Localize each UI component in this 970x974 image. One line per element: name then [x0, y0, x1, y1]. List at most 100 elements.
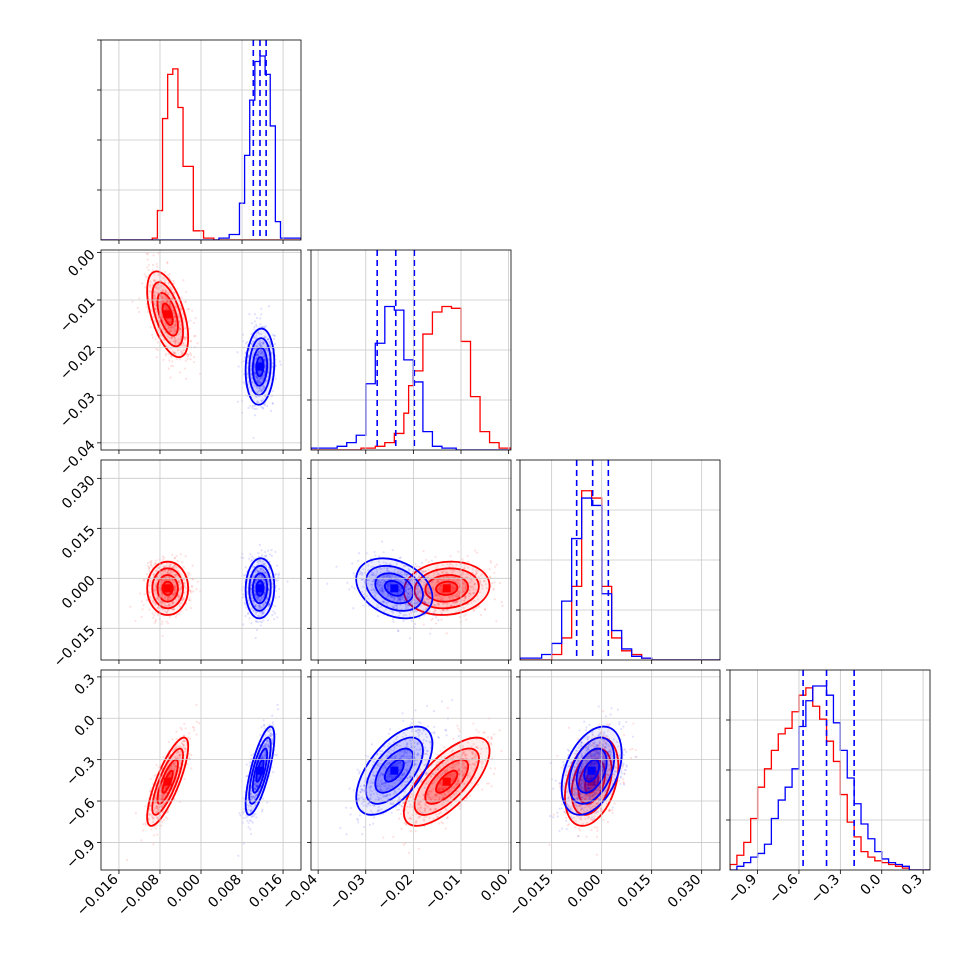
scatter-point [499, 582, 501, 584]
scatter-point [354, 587, 356, 589]
scatter-point [453, 600, 455, 602]
scatter-point [409, 637, 411, 639]
scatter-point [173, 282, 175, 284]
scatter-point [489, 568, 491, 570]
scatter-point [140, 839, 142, 841]
scatter-point [251, 556, 253, 558]
scatter-point [463, 615, 465, 617]
scatter-point [245, 606, 247, 608]
scatter-point [197, 581, 199, 583]
scatter-point [152, 843, 154, 845]
scatter-point [457, 551, 459, 553]
panel-1-0 [131, 252, 281, 439]
scatter-point [147, 253, 149, 255]
scatter-point [196, 342, 198, 344]
scatter-point [411, 620, 413, 622]
scatter-point [138, 297, 140, 299]
scatter-point [151, 334, 153, 336]
scatter-point [255, 637, 257, 639]
scatter-point [190, 754, 192, 756]
scatter-point [146, 599, 148, 601]
scatter-point [272, 610, 274, 612]
scatter-point [185, 291, 187, 293]
scatter-point [184, 300, 186, 302]
scatter-point [155, 764, 157, 766]
scatter-point [280, 363, 282, 365]
scatter-point [272, 334, 274, 336]
scatter-point [335, 566, 337, 568]
scatter-point [139, 592, 141, 594]
scatter-point [155, 559, 157, 561]
scatter-point [156, 824, 158, 826]
scatter-point [448, 583, 450, 585]
scatter-point [430, 619, 432, 621]
scatter-point [165, 816, 167, 818]
scatter-point [259, 323, 261, 325]
scatter-point [326, 583, 328, 585]
scatter-point [434, 556, 436, 558]
scatter-point [150, 778, 152, 780]
corner-plot-svg: −0.04−0.03−0.02−0.010.00−0.0150.0000.015… [0, 0, 970, 970]
scatter-point [473, 610, 475, 612]
scatter-point [151, 612, 153, 614]
scatter-point [272, 771, 274, 773]
scatter-point [489, 560, 491, 562]
scatter-point [243, 360, 245, 362]
scatter-point [392, 620, 394, 622]
scatter-point [189, 319, 191, 321]
scatter-point [244, 603, 246, 605]
scatter-point [252, 407, 254, 409]
scatter-point [190, 767, 192, 769]
scatter-point [148, 608, 150, 610]
y-tick-label: −0.04 [57, 437, 99, 479]
scatter-point [271, 555, 273, 557]
scatter-point [244, 573, 246, 575]
scatter-point [191, 310, 193, 312]
scatter-point [168, 368, 170, 370]
scatter-point [275, 596, 277, 598]
scatter-point [348, 588, 350, 590]
scatter-point [275, 585, 277, 587]
y-tick-label: 0.015 [59, 523, 99, 563]
scatter-point [414, 623, 416, 625]
scatter-point [286, 580, 288, 582]
scatter-point [155, 338, 157, 340]
scatter-point [249, 617, 251, 619]
scatter-point [392, 618, 394, 620]
scatter-point [423, 623, 425, 625]
scatter-point [184, 555, 186, 557]
scatter-point [156, 263, 158, 265]
scatter-point [172, 365, 174, 367]
scatter-point [194, 317, 196, 319]
scatter-point [276, 616, 278, 618]
scatter-point [169, 616, 171, 618]
scatter-point [193, 729, 195, 731]
scatter-point [155, 828, 157, 830]
scatter-point [493, 572, 495, 574]
y-tick-label: 0.00 [65, 247, 98, 280]
scatter-point [494, 598, 496, 600]
scatter-point [358, 552, 360, 554]
scatter-point [154, 612, 156, 614]
scatter-point [152, 269, 154, 271]
scatter-point [187, 572, 189, 574]
scatter-point [245, 566, 247, 568]
scatter-point [496, 564, 498, 566]
scatter-point [276, 565, 278, 567]
scatter-point [155, 348, 157, 350]
scatter-point [262, 619, 264, 621]
scatter-point [260, 406, 262, 408]
scatter-point [374, 555, 376, 557]
scatter-point [273, 335, 275, 337]
panel-2-1-frame [311, 460, 511, 660]
scatter-point [252, 437, 254, 439]
scatter-point [461, 558, 463, 560]
scatter-point [449, 555, 451, 557]
scatter-point [148, 269, 150, 271]
scatter-point [189, 352, 191, 354]
scatter-point [250, 622, 252, 624]
scatter-point [176, 614, 178, 616]
scatter-point [258, 556, 260, 558]
scatter-point [256, 629, 258, 631]
scatter-point [147, 562, 149, 564]
